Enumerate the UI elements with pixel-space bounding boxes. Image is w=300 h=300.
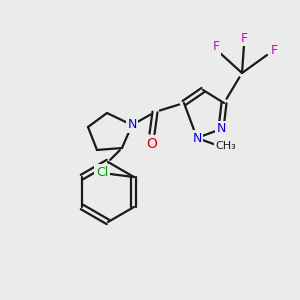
Text: CH₃: CH₃ xyxy=(216,141,236,151)
Text: O: O xyxy=(147,137,158,151)
Text: F: F xyxy=(270,44,278,58)
Text: N: N xyxy=(216,122,226,136)
Text: F: F xyxy=(212,40,220,53)
Text: N: N xyxy=(192,131,202,145)
Text: F: F xyxy=(240,32,247,44)
Text: N: N xyxy=(127,118,137,131)
Text: Cl: Cl xyxy=(96,166,108,178)
